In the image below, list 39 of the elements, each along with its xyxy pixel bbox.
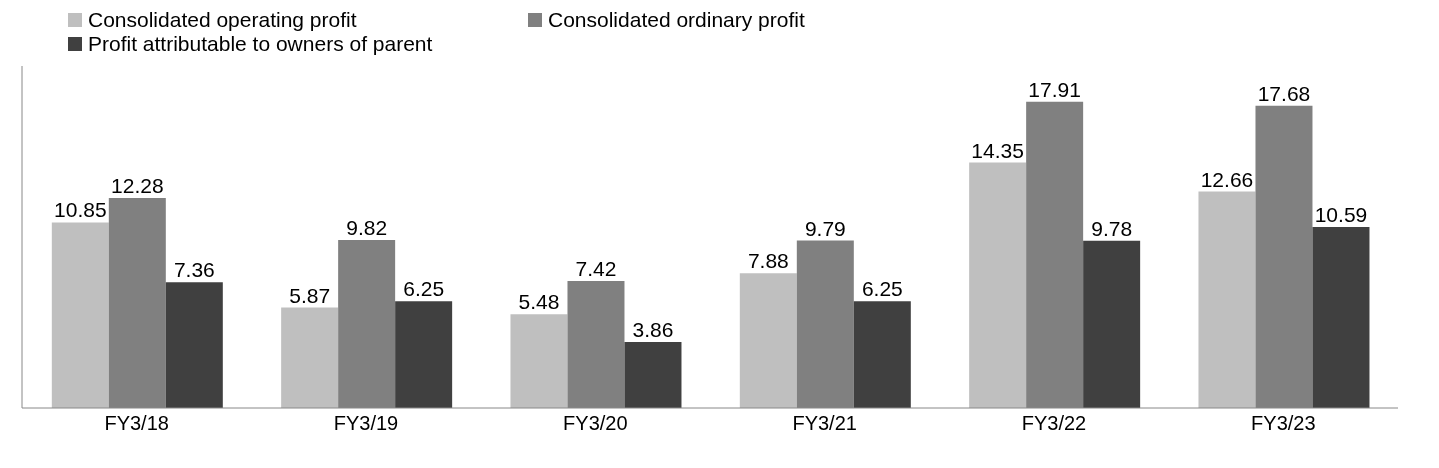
bar bbox=[51, 222, 109, 408]
bar bbox=[624, 341, 682, 408]
data-label: 6.25 bbox=[861, 277, 903, 301]
x-tick-label: FY3/19 bbox=[333, 412, 399, 435]
data-label: 9.82 bbox=[346, 216, 388, 240]
legend-label: Profit attributable to owners of parent bbox=[88, 32, 433, 56]
bar bbox=[969, 162, 1027, 408]
data-label: 5.87 bbox=[289, 283, 331, 307]
data-label: 9.78 bbox=[1091, 216, 1133, 240]
bar bbox=[739, 273, 797, 408]
bar bbox=[1198, 191, 1256, 408]
legend-label: Consolidated operating profit bbox=[88, 8, 357, 32]
x-tick-label: FY3/18 bbox=[104, 412, 169, 435]
data-label: 12.28 bbox=[111, 174, 164, 198]
bar bbox=[165, 282, 223, 408]
bar bbox=[1312, 226, 1370, 408]
data-label: 17.68 bbox=[1257, 81, 1311, 105]
bar bbox=[395, 301, 453, 408]
data-label: 10.59 bbox=[1314, 202, 1368, 226]
bar bbox=[853, 301, 911, 408]
data-label: 17.91 bbox=[1028, 77, 1081, 101]
data-label: 6.25 bbox=[403, 277, 445, 301]
data-label: 7.36 bbox=[173, 258, 215, 282]
bar bbox=[510, 314, 568, 408]
bar bbox=[281, 307, 339, 408]
data-label: 10.85 bbox=[54, 198, 107, 222]
data-label: 9.79 bbox=[804, 216, 846, 240]
data-label: 3.86 bbox=[632, 317, 674, 341]
x-tick-label: FY3/22 bbox=[1021, 412, 1087, 435]
data-label: 14.35 bbox=[971, 138, 1024, 162]
data-label: 5.48 bbox=[518, 290, 560, 314]
data-label: 7.88 bbox=[747, 249, 789, 273]
x-tick-label: FY3/23 bbox=[1251, 412, 1316, 435]
x-tick-label: FY3/20 bbox=[563, 412, 628, 435]
data-label: 12.66 bbox=[1200, 167, 1254, 191]
legend-label: Consolidated ordinary profit bbox=[548, 8, 805, 32]
data-label: 7.42 bbox=[575, 257, 617, 281]
x-tick-label: FY3/21 bbox=[792, 412, 857, 435]
bar bbox=[1083, 240, 1141, 408]
